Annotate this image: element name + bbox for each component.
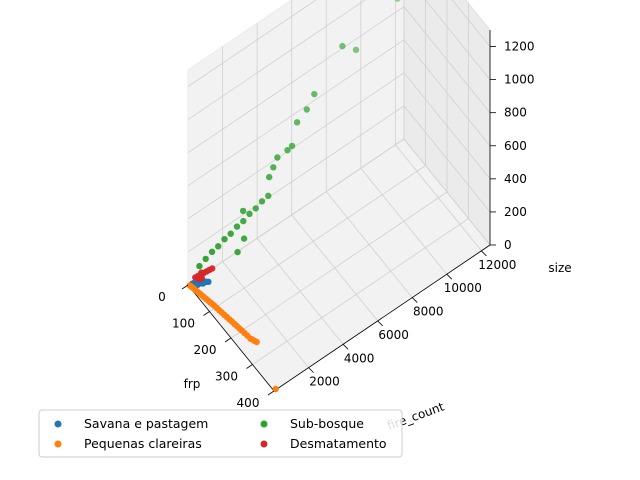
z-tick-label: 400 [504,172,527,186]
axes-panes [187,0,491,392]
x-tick-label: 200 [194,343,217,357]
y-tick-mark [308,367,314,373]
z-tick-label: 0 [504,238,512,252]
y-tick-mark [446,273,453,280]
y-tick-label: 4000 [344,351,375,365]
z-tick-label: 1000 [504,73,535,87]
y-axis-line [273,244,491,392]
legend-label-desmatamento: Desmatamento [290,436,387,451]
data-point-series-2 [221,236,228,243]
data-point-series-2 [339,42,346,50]
y-tick-mark [481,250,487,257]
x-tick-label: 0 [158,290,166,304]
data-point-series-2 [303,106,310,113]
y-tick-label: 12000 [478,258,516,272]
x-tick-mark [267,390,275,396]
grid-line-z [187,6,491,154]
x-tick-mark [224,337,232,343]
grid-line-z [187,72,491,220]
data-point-series-2 [270,164,277,171]
data-point-series-2 [233,223,241,230]
data-point-series-2 [352,46,360,53]
data-point-series-2 [293,119,301,126]
data-point-series-3 [209,265,216,272]
grid-line-z [187,39,491,187]
legend-label-subbosque: Sub-bosque [290,416,364,431]
y-tick-mark [342,343,349,350]
data-point-series-2 [234,248,241,256]
data-point-series-2 [240,235,248,242]
legend-marker-savana [54,420,62,428]
data-point-series-2 [274,154,281,161]
grid-line-z [187,0,491,120]
x-tick-mark [181,284,189,290]
y-tick-label: 2000 [309,375,340,389]
data-point-series-3 [198,274,205,282]
data-point-series-2 [252,205,259,212]
data-point-series-2 [239,207,247,215]
data-point-series-3 [198,269,205,276]
y-tick-label: 6000 [378,328,409,342]
z-tick-label: 600 [504,139,527,153]
data-point-series-2 [284,147,291,154]
x-tick-mark [203,311,210,316]
data-point-series-2 [208,248,216,255]
data-point-series-1 [272,385,279,393]
z-axis-label: size [548,261,571,275]
data-point-series-2 [288,142,296,150]
legend-frame [38,409,403,458]
data-points [186,0,401,393]
data-point-series-2 [215,243,222,250]
data-point-series-2 [311,90,318,98]
z-tick-label: 1200 [504,40,535,54]
data-point-series-2 [196,262,203,270]
y-tick-label: 10000 [444,281,482,295]
data-point-series-2 [266,173,273,181]
data-point-series-0 [199,280,207,287]
data-point-series-2 [265,192,272,199]
x-tick-label: 300 [215,370,238,384]
legend-marker-subbosque [260,420,268,428]
legend-label-clareiras: Pequenas clareiras [84,436,202,451]
data-point-series-2 [202,255,209,263]
data-point-series-2 [246,210,253,218]
x-axis-label: frp [184,377,201,391]
data-point-series-1 [253,338,260,346]
x-tick-label: 100 [172,317,195,331]
legend-marker-desmatamento [260,440,268,448]
data-point-series-2 [258,198,266,205]
data-point-series-2 [240,217,247,225]
z-tick-label: 800 [504,106,527,120]
data-point-series-2 [227,230,234,237]
grid-line-z [187,0,491,87]
y-tick-mark [377,320,383,327]
legend-marker-clareiras [54,440,62,448]
legend: Savana e pastagem Pequenas clareiras Sub… [38,409,403,458]
x-tick-label: 400 [237,396,260,410]
data-point-series-2 [394,0,401,2]
grid-line-z [187,138,491,286]
legend-label-savana: Savana e pastagem [84,416,208,431]
y-tick-label: 8000 [413,305,444,319]
x-tick-mark [246,364,253,369]
y-tick-mark [411,297,418,303]
data-point-series-0 [205,278,212,285]
z-tick-label: 200 [504,205,527,219]
